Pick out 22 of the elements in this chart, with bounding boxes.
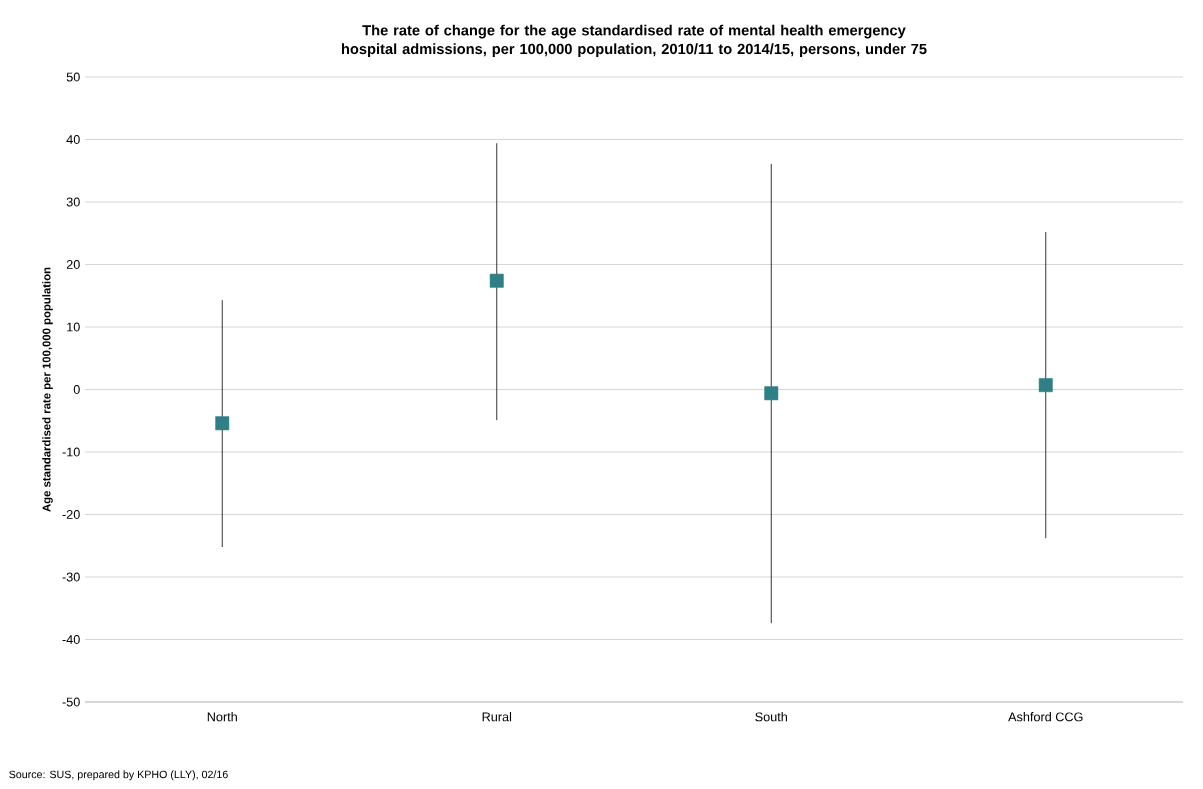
point (1038, 378, 1053, 393)
y-tick-label: -30 (62, 572, 80, 582)
x-tick-label: North (207, 712, 237, 722)
chart-title: The rate of change for the age standardised rate of mental health emergency hospital admissions, per 100,000 population, 2010/11 to 2014/15, persons, under 75 (341, 24, 927, 58)
x-tick-label: Rural (482, 712, 512, 722)
y-tick-label: 40 (66, 135, 80, 144)
y-tick-label: 0 (73, 385, 80, 394)
y-tick-label: -10 (62, 447, 80, 457)
x-tick-label: South (755, 712, 787, 722)
point (764, 386, 779, 401)
y-tick-label: -40 (62, 635, 80, 644)
y-tick-label: 50 (66, 72, 80, 82)
source-note: Source: SUS, prepared by KPHO (LLY), 02/16 (9, 770, 228, 781)
point (489, 273, 504, 288)
y-tick-label: 30 (66, 197, 80, 207)
y-tick-label: 10 (67, 322, 80, 332)
y-tick-label: -50 (62, 697, 80, 707)
y-axis-title: Age standardised rate per 100,000 population (42, 267, 53, 512)
point (215, 416, 230, 431)
x-tick-label: Ashford CCG (1008, 712, 1083, 722)
y-tick-label: -20 (62, 510, 80, 519)
y-tick-label: 20 (66, 260, 80, 269)
